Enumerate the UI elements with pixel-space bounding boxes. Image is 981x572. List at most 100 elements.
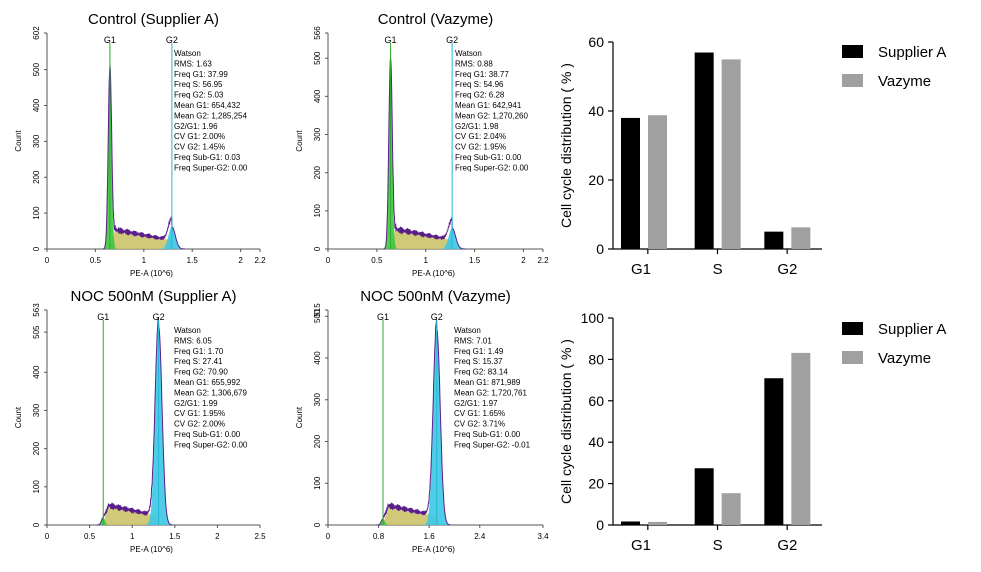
y-tick-label: 100	[581, 310, 605, 326]
y-tick-label: 0	[32, 246, 41, 251]
y-tick-label: 200	[32, 441, 41, 455]
stats-line: Mean G1: 654,432	[174, 101, 241, 110]
x-tick-label: 2.2	[254, 256, 266, 265]
bar	[621, 117, 640, 249]
stats-line: Freq Sub-G1: 0.00	[454, 430, 521, 439]
y-tick-label: 400	[32, 98, 41, 112]
y-tick-label: 100	[32, 206, 41, 220]
y-tick-label: 566	[313, 26, 322, 40]
stats-line: Freq G2: 5.03	[174, 91, 224, 100]
x-tick-label: 1.5	[187, 256, 199, 265]
histogram-outline	[96, 317, 173, 526]
stats-line: Freq S: 15.37	[454, 357, 503, 366]
stats-line: Freq Super-G2: 0.00	[174, 163, 248, 172]
stats-line: Mean G2: 1,270,260	[455, 111, 528, 120]
bar	[621, 521, 640, 525]
histogram-panels: Control (Supplier A)01002003004005006020…	[14, 11, 549, 554]
g1-gate-label: G1	[97, 312, 109, 322]
x-tick-label: 2	[521, 256, 526, 265]
bar-chart: 0 20 40 60 Cell cycle distribution ( % ) G1 S G…	[558, 34, 946, 278]
x-tick-label: G2	[777, 261, 797, 278]
y-tick-label: 500	[32, 62, 41, 76]
stats-line: CV G1: 2.00%	[174, 132, 225, 141]
y-tick-label: 400	[32, 365, 41, 379]
stats-line: Freq Sub-G1: 0.03	[174, 153, 241, 162]
y-tick-label: 500	[313, 309, 322, 323]
y-tick-label: 20	[588, 476, 604, 492]
stats-line: Freq G2: 83.14	[454, 368, 508, 377]
x-tick-label: 2.4	[474, 532, 486, 541]
y-tick-label: 200	[32, 170, 41, 184]
y-tick-label: 602	[32, 26, 41, 40]
histogram-title: NOC 500nM (Vazyme)	[360, 288, 511, 305]
x-axis-title: PE-A (10^6)	[130, 545, 173, 554]
x-tick-label: 2	[238, 256, 243, 265]
g1-peak-area	[96, 517, 173, 525]
bar-chart: 0 20 40 60 80 100 Cell cycle distribution ( % …	[558, 310, 946, 554]
x-tick-label: 0.5	[90, 256, 102, 265]
bar	[694, 52, 714, 250]
x-tick-label: 0.5	[371, 256, 383, 265]
legend-label: Supplier A	[878, 44, 946, 61]
stats-line: Freq G1: 1.49	[454, 347, 504, 356]
y-axis-title: Count	[295, 130, 304, 152]
histogram-outline	[383, 58, 466, 250]
histogram-panel: NOC 500nM (Supplier A) 0 100 200 300 400 505 56…	[14, 288, 266, 554]
y-axis-title: Cell cycle distribution ( % )	[558, 63, 574, 228]
stats-line: CV G1: 1.65%	[454, 409, 505, 418]
y-tick-label: 20	[588, 172, 604, 188]
bar	[648, 115, 667, 249]
y-axis-title: Cell cycle distribution ( % )	[558, 339, 574, 504]
bar	[721, 59, 741, 249]
stats-line: Watson	[174, 326, 201, 335]
stats-line: Mean G2: 1,306,679	[174, 388, 247, 397]
stats-line: Freq G1: 37.99	[174, 70, 228, 79]
x-tick-label: G1	[631, 261, 651, 278]
stats-line: G2/G1: 1.96	[174, 122, 218, 131]
stats-line: RMS: 6.05	[174, 336, 212, 345]
stats-line: CV G1: 2.04%	[455, 132, 506, 141]
histogram-panel: Control (Supplier A) 0 100 200 300 400 500 602 0…	[14, 11, 266, 278]
y-tick-label: 80	[588, 351, 604, 367]
y-tick-label: 0	[313, 522, 322, 527]
y-axis-title: Count	[14, 130, 23, 152]
stats-line: Freq Super-G2: -0.01	[454, 440, 531, 449]
x-tick-label: 1.6	[424, 532, 436, 541]
y-axis-title: Count	[295, 406, 304, 428]
x-tick-label: 1	[424, 256, 429, 265]
stats-line: G2/G1: 1.98	[455, 122, 499, 131]
y-tick-label: 200	[313, 434, 322, 448]
x-tick-label: 1	[130, 532, 135, 541]
y-tick-label: 100	[32, 480, 41, 494]
legend-swatch	[842, 322, 863, 335]
stats-line: RMS: 0.88	[455, 59, 493, 68]
stats-line: Watson	[454, 326, 481, 335]
legend-label: Supplier A	[878, 321, 946, 338]
stats-line: Mean G1: 871,989	[454, 378, 521, 387]
y-tick-label: 60	[588, 34, 604, 50]
y-tick-label: 40	[588, 434, 604, 450]
g1-peak-area	[383, 58, 466, 250]
y-tick-label: 60	[588, 393, 604, 409]
x-tick-label: G1	[631, 537, 651, 554]
x-tick-label: 0	[45, 532, 50, 541]
g1-gate-label: G1	[377, 312, 389, 322]
y-tick-label: 0	[313, 246, 322, 251]
y-tick-label: 200	[313, 165, 322, 179]
x-tick-label: 1.5	[469, 256, 481, 265]
g2-gate-label: G2	[446, 35, 458, 45]
x-tick-label: 3.4	[537, 532, 549, 541]
g2-peak-area	[376, 328, 451, 525]
stats-line: Freq Sub-G1: 0.00	[455, 153, 522, 162]
y-tick-label: 515	[313, 303, 322, 317]
stats-line: CV G2: 2.00%	[174, 420, 225, 429]
x-tick-label: 0	[326, 256, 331, 265]
histogram-title: Control (Supplier A)	[88, 11, 219, 28]
bar	[721, 493, 741, 525]
bar	[791, 227, 811, 249]
stats-line: CV G2: 3.71%	[454, 420, 505, 429]
y-tick-label: 100	[313, 476, 322, 490]
stats-line: RMS: 7.01	[454, 336, 492, 345]
x-tick-label: 2	[215, 532, 220, 541]
